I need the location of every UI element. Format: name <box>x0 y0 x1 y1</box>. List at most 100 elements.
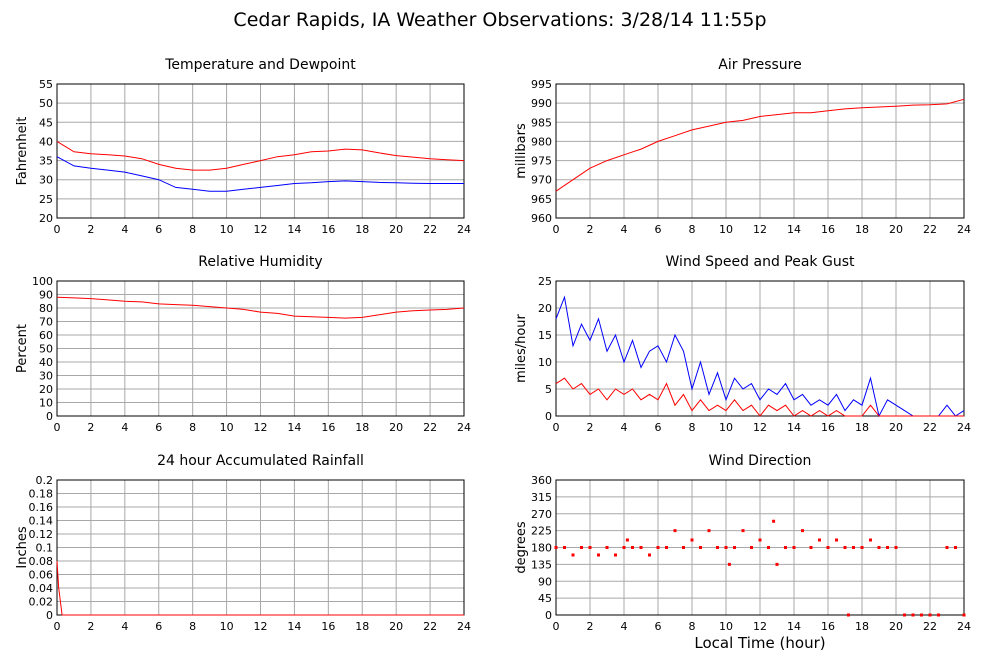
y-axis-label: millibars <box>514 123 529 179</box>
direction-point <box>648 553 651 557</box>
y-tick-label: 995 <box>531 78 552 91</box>
x-tick-label: 24 <box>457 421 471 434</box>
x-tick-label: 6 <box>655 620 662 633</box>
y-tick-label: 10 <box>39 397 53 410</box>
y-tick-label: 90 <box>538 575 552 588</box>
direction-point <box>682 546 685 549</box>
y-axis-label: Inches <box>15 526 30 568</box>
y-tick-label: 0.02 <box>29 596 54 609</box>
x-tick-label: 10 <box>719 421 733 434</box>
x-axis-label: Local Time (hour) <box>694 634 825 652</box>
plot-frame <box>56 83 465 219</box>
direction-point <box>784 546 787 549</box>
y-axis-label: Fahrenheit <box>15 117 30 186</box>
direction-point <box>877 546 881 549</box>
x-tick-label: 12 <box>753 421 767 434</box>
direction-point <box>580 546 583 549</box>
y-tick-label: 225 <box>531 525 552 538</box>
x-tick-label: 2 <box>587 223 594 236</box>
y-tick-label: 0.2 <box>36 474 54 487</box>
x-tick-label: 18 <box>355 620 369 633</box>
plot-frame <box>56 280 465 417</box>
direction-point <box>571 553 575 557</box>
x-tick-label: 0 <box>553 421 560 434</box>
x-tick-label: 20 <box>389 421 403 434</box>
x-tick-label: 0 <box>54 620 61 633</box>
x-tick-label: 22 <box>423 421 437 434</box>
y-tick-label: 980 <box>531 135 552 148</box>
direction-point <box>903 613 906 617</box>
y-tick-label: 5 <box>545 383 552 396</box>
direction-point <box>690 538 694 542</box>
x-tick-label: 14 <box>787 620 801 633</box>
x-tick-label: 16 <box>321 223 335 236</box>
x-tick-label: 10 <box>220 620 234 633</box>
y-tick-label: 40 <box>39 356 53 369</box>
y-axis-label: miles/hour <box>514 313 529 382</box>
direction-point <box>835 538 838 542</box>
x-tick-label: 8 <box>689 620 696 633</box>
x-tick-label: 16 <box>821 421 835 434</box>
y-tick-label: 315 <box>531 491 552 504</box>
y-tick-label: 70 <box>39 316 53 329</box>
x-tick-label: 18 <box>855 620 869 633</box>
x-tick-label: 12 <box>254 223 268 236</box>
y-tick-label: 0.14 <box>29 515 54 528</box>
direction-point <box>665 546 668 549</box>
x-tick-label: 0 <box>553 620 560 633</box>
x-tick-label: 2 <box>87 223 94 236</box>
direction-point <box>928 613 932 617</box>
direction-point <box>699 546 702 549</box>
y-tick-label: 135 <box>531 558 552 571</box>
y-tick-label: 0.06 <box>29 569 54 582</box>
panel-title: Relative Humidity <box>198 254 322 270</box>
direction-point <box>846 613 850 617</box>
y-axis-label: degrees <box>514 521 529 574</box>
series-line-1 <box>555 98 965 192</box>
series-line-1 <box>56 560 464 616</box>
direction-point <box>767 546 770 549</box>
x-tick-label: 22 <box>923 223 937 236</box>
x-tick-label: 10 <box>220 223 234 236</box>
direction-point <box>588 546 592 549</box>
direction-point <box>886 546 889 549</box>
direction-point <box>945 546 949 549</box>
x-tick-label: 18 <box>855 421 869 434</box>
panel-title: 24 hour Accumulated Rainfall <box>157 453 364 469</box>
x-tick-label: 12 <box>753 620 767 633</box>
y-tick-label: 0.16 <box>29 501 54 514</box>
series-line-1 <box>555 295 965 418</box>
x-tick-label: 2 <box>87 421 94 434</box>
y-tick-label: 50 <box>39 97 53 110</box>
plot-frame <box>555 83 965 219</box>
direction-point <box>639 546 643 549</box>
x-tick-label: 16 <box>321 620 335 633</box>
x-tick-label: 16 <box>821 620 835 633</box>
y-tick-label: 965 <box>531 193 552 206</box>
direction-point <box>554 546 558 549</box>
direction-point <box>631 546 634 549</box>
y-tick-label: 0.18 <box>29 488 54 501</box>
direction-point <box>869 538 872 542</box>
y-tick-label: 0.1 <box>36 542 54 555</box>
direction-point <box>716 546 719 549</box>
x-tick-label: 22 <box>423 223 437 236</box>
y-tick-label: 45 <box>538 592 552 605</box>
direction-point <box>758 538 762 542</box>
y-tick-label: 60 <box>39 329 53 342</box>
direction-point <box>597 553 600 557</box>
x-tick-label: 8 <box>689 421 696 434</box>
y-tick-label: 990 <box>531 97 552 110</box>
direction-point <box>605 546 609 549</box>
x-tick-label: 24 <box>957 421 971 434</box>
panel-title: Air Pressure <box>718 57 801 73</box>
y-tick-label: 0.08 <box>29 555 54 568</box>
direction-point <box>622 546 626 549</box>
direction-point <box>724 546 728 549</box>
direction-point <box>911 613 915 617</box>
x-tick-label: 22 <box>923 421 937 434</box>
x-tick-label: 2 <box>587 421 594 434</box>
x-tick-label: 8 <box>189 421 196 434</box>
x-tick-label: 10 <box>220 421 234 434</box>
x-tick-label: 2 <box>587 620 594 633</box>
